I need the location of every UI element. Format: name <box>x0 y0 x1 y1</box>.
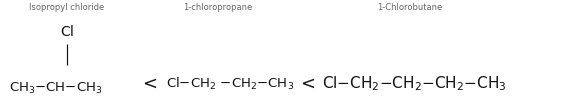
Text: 1-chloropropane: 1-chloropropane <box>183 3 253 12</box>
Text: $\mathrm{Cl}$: $\mathrm{Cl}$ <box>60 24 74 39</box>
Text: 1-Chlorobutane: 1-Chlorobutane <box>377 3 442 12</box>
Text: $<$: $<$ <box>297 74 315 92</box>
Text: $\mathrm{CH_3{-}CH{-}CH_3}$: $\mathrm{CH_3{-}CH{-}CH_3}$ <box>9 80 102 95</box>
Text: $\mathrm{Cl{-}CH_2\ {-}CH_2{-}CH_3}$: $\mathrm{Cl{-}CH_2\ {-}CH_2{-}CH_3}$ <box>166 75 294 91</box>
Text: Isopropyl chloride: Isopropyl chloride <box>29 3 105 12</box>
Text: $<$: $<$ <box>139 74 157 92</box>
Text: $\mathrm{Cl{-}CH_2{-}CH_2{-}CH_2{-}CH_3}$: $\mathrm{Cl{-}CH_2{-}CH_2{-}CH_2{-}CH_3}… <box>322 74 507 92</box>
